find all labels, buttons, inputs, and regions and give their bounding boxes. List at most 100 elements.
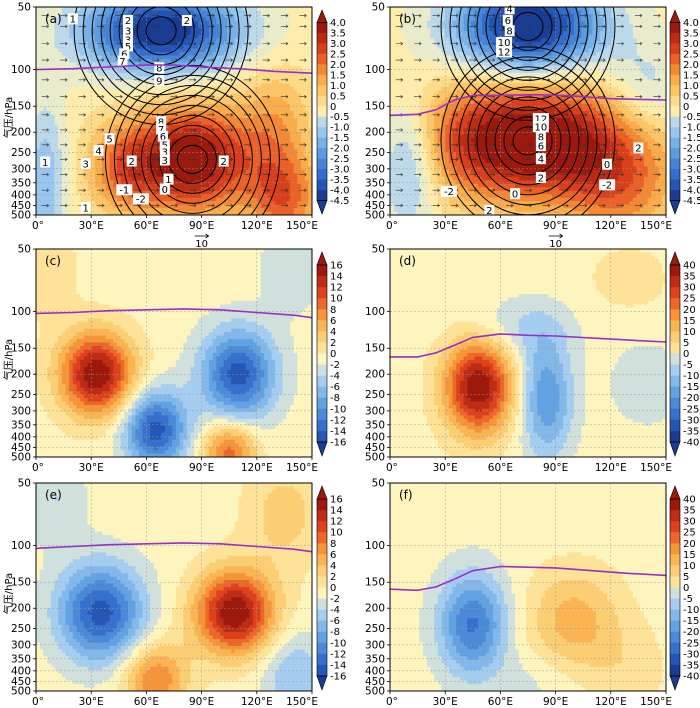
wind-arrow — [170, 13, 178, 18]
contour-label: 2 — [220, 157, 226, 168]
colorbar-label: -4.0 — [330, 186, 350, 197]
field-cell — [58, 27, 63, 32]
field-cell — [124, 204, 129, 209]
field-cell — [238, 149, 243, 154]
field-cell — [190, 62, 195, 67]
field-cell — [183, 7, 188, 12]
field-cell — [231, 76, 236, 81]
field-cell — [161, 41, 166, 46]
field-cell — [47, 197, 52, 202]
field-cell — [69, 100, 74, 105]
field-cell — [304, 149, 309, 154]
field-cell — [286, 20, 291, 25]
field-cell — [87, 194, 92, 199]
field-cell — [253, 55, 258, 60]
field-cell — [186, 124, 192, 129]
field-cell — [238, 128, 243, 133]
field-cell — [293, 83, 298, 88]
field-cell — [113, 107, 118, 112]
field-cell — [216, 138, 221, 143]
field-cell — [47, 149, 52, 154]
field-cell — [113, 208, 118, 213]
field-cell — [116, 201, 122, 206]
field-cell — [116, 93, 122, 98]
field-cell — [87, 187, 92, 192]
field-cell — [183, 152, 188, 157]
field-cell — [139, 90, 144, 95]
field-cell — [651, 7, 656, 12]
field-cell — [94, 204, 100, 209]
field-cell — [227, 187, 232, 192]
field-cell — [54, 83, 59, 88]
field-cell — [113, 197, 118, 202]
field-cell — [308, 190, 312, 195]
field-cell — [146, 149, 151, 154]
field-cell — [186, 131, 192, 136]
field-cell — [116, 138, 122, 143]
field-cell — [139, 38, 144, 43]
field-cell — [120, 128, 125, 133]
field-cell — [91, 93, 96, 98]
field-cell — [58, 59, 63, 64]
field-cell — [253, 52, 258, 57]
field-cell — [131, 145, 136, 150]
field-cell — [76, 7, 81, 12]
field-cell — [58, 97, 63, 102]
field-cell — [297, 76, 302, 81]
field-cell — [168, 163, 173, 168]
field-cell — [234, 159, 239, 164]
field-cell — [308, 72, 312, 77]
field-cell — [267, 72, 273, 77]
field-cell — [72, 79, 78, 84]
field-cell — [91, 48, 96, 53]
field-cell — [157, 97, 162, 102]
field-cell — [289, 142, 295, 147]
field-cell — [220, 24, 225, 29]
field-cell — [220, 62, 225, 67]
field-cell — [172, 10, 177, 15]
field-cell — [408, 10, 413, 15]
field-cell — [80, 180, 85, 185]
field-cell — [289, 135, 295, 140]
field-cell — [109, 163, 114, 168]
field-cell — [183, 111, 188, 116]
field-cell — [94, 45, 100, 50]
field-cell — [179, 190, 184, 195]
field-cell — [98, 97, 103, 102]
field-cell — [256, 121, 262, 126]
field-cell — [205, 197, 210, 202]
field-cell — [286, 97, 291, 102]
field-cell — [253, 128, 258, 133]
field-cell — [139, 65, 144, 70]
field-cell — [54, 17, 59, 22]
field-cell — [164, 55, 170, 60]
colorbar: 4.03.53.02.52.01.51.00.50-0.5-1.0-1.5-2.… — [316, 9, 350, 215]
field-cell — [186, 34, 192, 39]
field-cell — [39, 194, 44, 199]
field-cell — [186, 55, 192, 60]
field-cell — [47, 27, 52, 32]
field-cell — [113, 86, 118, 91]
field-cell — [120, 197, 125, 202]
wind-arrow — [299, 157, 307, 162]
field-cell — [293, 97, 298, 102]
colorbar-label: 0 — [330, 102, 336, 113]
field-cell — [105, 93, 111, 98]
field-cell — [194, 48, 199, 53]
field-cell — [50, 176, 55, 181]
field-cell — [194, 173, 199, 178]
field-cell — [201, 208, 206, 213]
field-cell — [242, 117, 247, 122]
field-cell — [220, 10, 225, 15]
field-cell — [212, 187, 217, 192]
field-cell — [172, 72, 177, 77]
wind-arrow — [96, 188, 105, 192]
field-cell — [120, 114, 125, 119]
field-cell — [65, 62, 70, 67]
field-cell — [194, 152, 199, 157]
field-cell — [87, 169, 92, 174]
field-cell — [220, 138, 225, 143]
field-cell — [172, 76, 177, 81]
wind-arrow — [96, 94, 105, 99]
field-cell — [216, 142, 221, 147]
